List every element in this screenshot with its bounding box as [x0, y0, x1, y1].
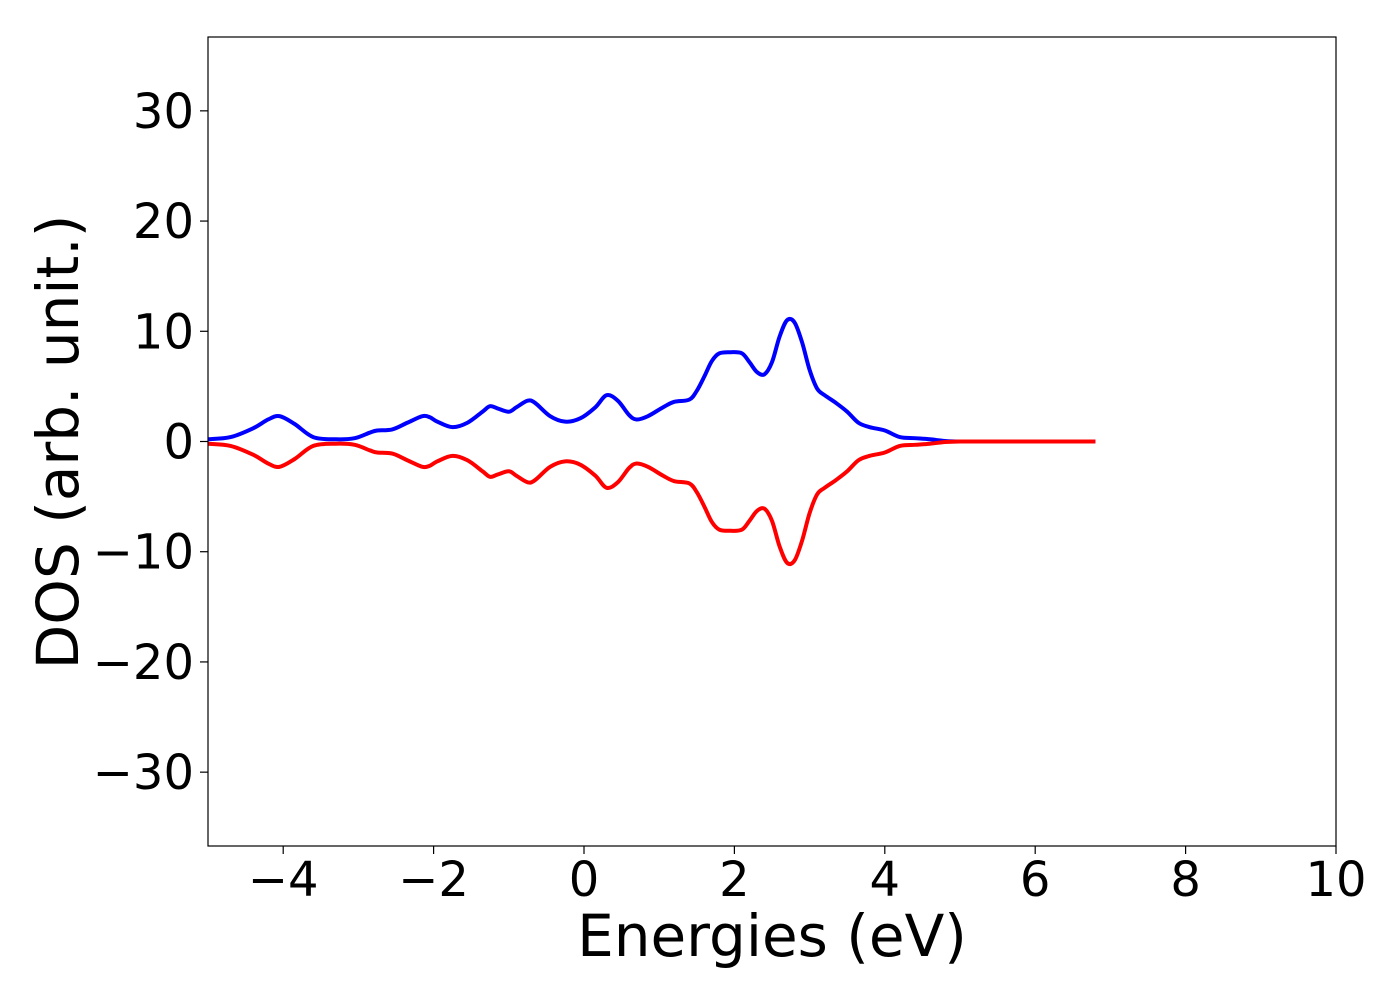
x-tick-label: 2 [719, 852, 750, 908]
x-tick-label: −2 [398, 852, 469, 908]
plot-frame [207, 36, 1337, 847]
x-tick-label: 10 [1305, 852, 1366, 908]
x-tick-label: 4 [870, 852, 901, 908]
y-axis: −30 −20 −10 0 10 20 30 [93, 84, 208, 801]
y-tick-label: 20 [133, 194, 194, 250]
y-tick-label: −30 [93, 745, 194, 801]
dos-series-line-red [208, 439, 1096, 567]
y-axis-title: DOS (arb. unit.) [24, 215, 92, 670]
x-axis: −4 −2 0 2 4 6 8 10 [248, 846, 1367, 908]
dos-series-line-blue [208, 316, 1096, 444]
y-tick-label: 30 [133, 84, 194, 140]
x-tick-label: 6 [1020, 852, 1051, 908]
x-tick-label: −4 [248, 852, 319, 908]
y-tick-label: 10 [133, 304, 194, 360]
y-tick-label: −20 [93, 635, 194, 691]
x-axis-title: Energies (eV) [577, 902, 967, 970]
y-tick-label: −10 [93, 525, 194, 581]
x-tick-label: 8 [1170, 852, 1201, 908]
y-tick-label: 0 [163, 415, 194, 471]
x-tick-label: 0 [569, 852, 600, 908]
series-layer [208, 316, 1096, 567]
